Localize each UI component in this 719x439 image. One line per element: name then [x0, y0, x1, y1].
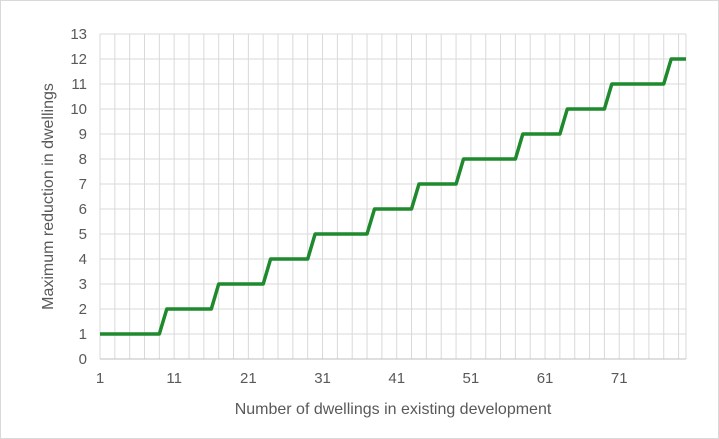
x-tick-label: 1 [96, 370, 104, 387]
x-tick-label: 21 [240, 370, 257, 387]
gridlines [99, 33, 687, 360]
x-tick-label: 71 [611, 370, 628, 387]
y-axis-title: Maximum reduction in dwellings [40, 83, 57, 310]
y-tick-label: 12 [70, 51, 87, 68]
y-tick-label: 11 [71, 76, 87, 93]
y-tick-label: 7 [79, 176, 87, 193]
y-tick-label: 6 [79, 201, 87, 218]
x-axis-title: Number of dwellings in existing developm… [235, 401, 552, 418]
x-tick-label: 11 [166, 370, 182, 387]
x-tick-label: 31 [314, 370, 331, 387]
y-tick-label: 10 [70, 101, 87, 118]
y-tick-label: 4 [79, 251, 87, 268]
x-tick-label: 51 [463, 370, 480, 387]
y-tick-label: 1 [79, 326, 87, 343]
y-tick-label: 13 [70, 26, 87, 43]
y-tick-label: 3 [79, 276, 87, 293]
y-tick-label: 5 [79, 226, 87, 243]
x-tick-label: 61 [537, 370, 554, 387]
y-tick-label: 2 [79, 301, 87, 318]
y-tick-label: 8 [79, 151, 87, 168]
y-tick-label: 9 [79, 126, 87, 143]
x-axis-tick-labels: 1 11 21 31 41 51 61 71 [96, 370, 628, 387]
series-line [100, 57, 686, 336]
y-tick-label: 0 [79, 351, 87, 368]
x-tick-label: 41 [388, 370, 405, 387]
series-group [100, 57, 686, 336]
